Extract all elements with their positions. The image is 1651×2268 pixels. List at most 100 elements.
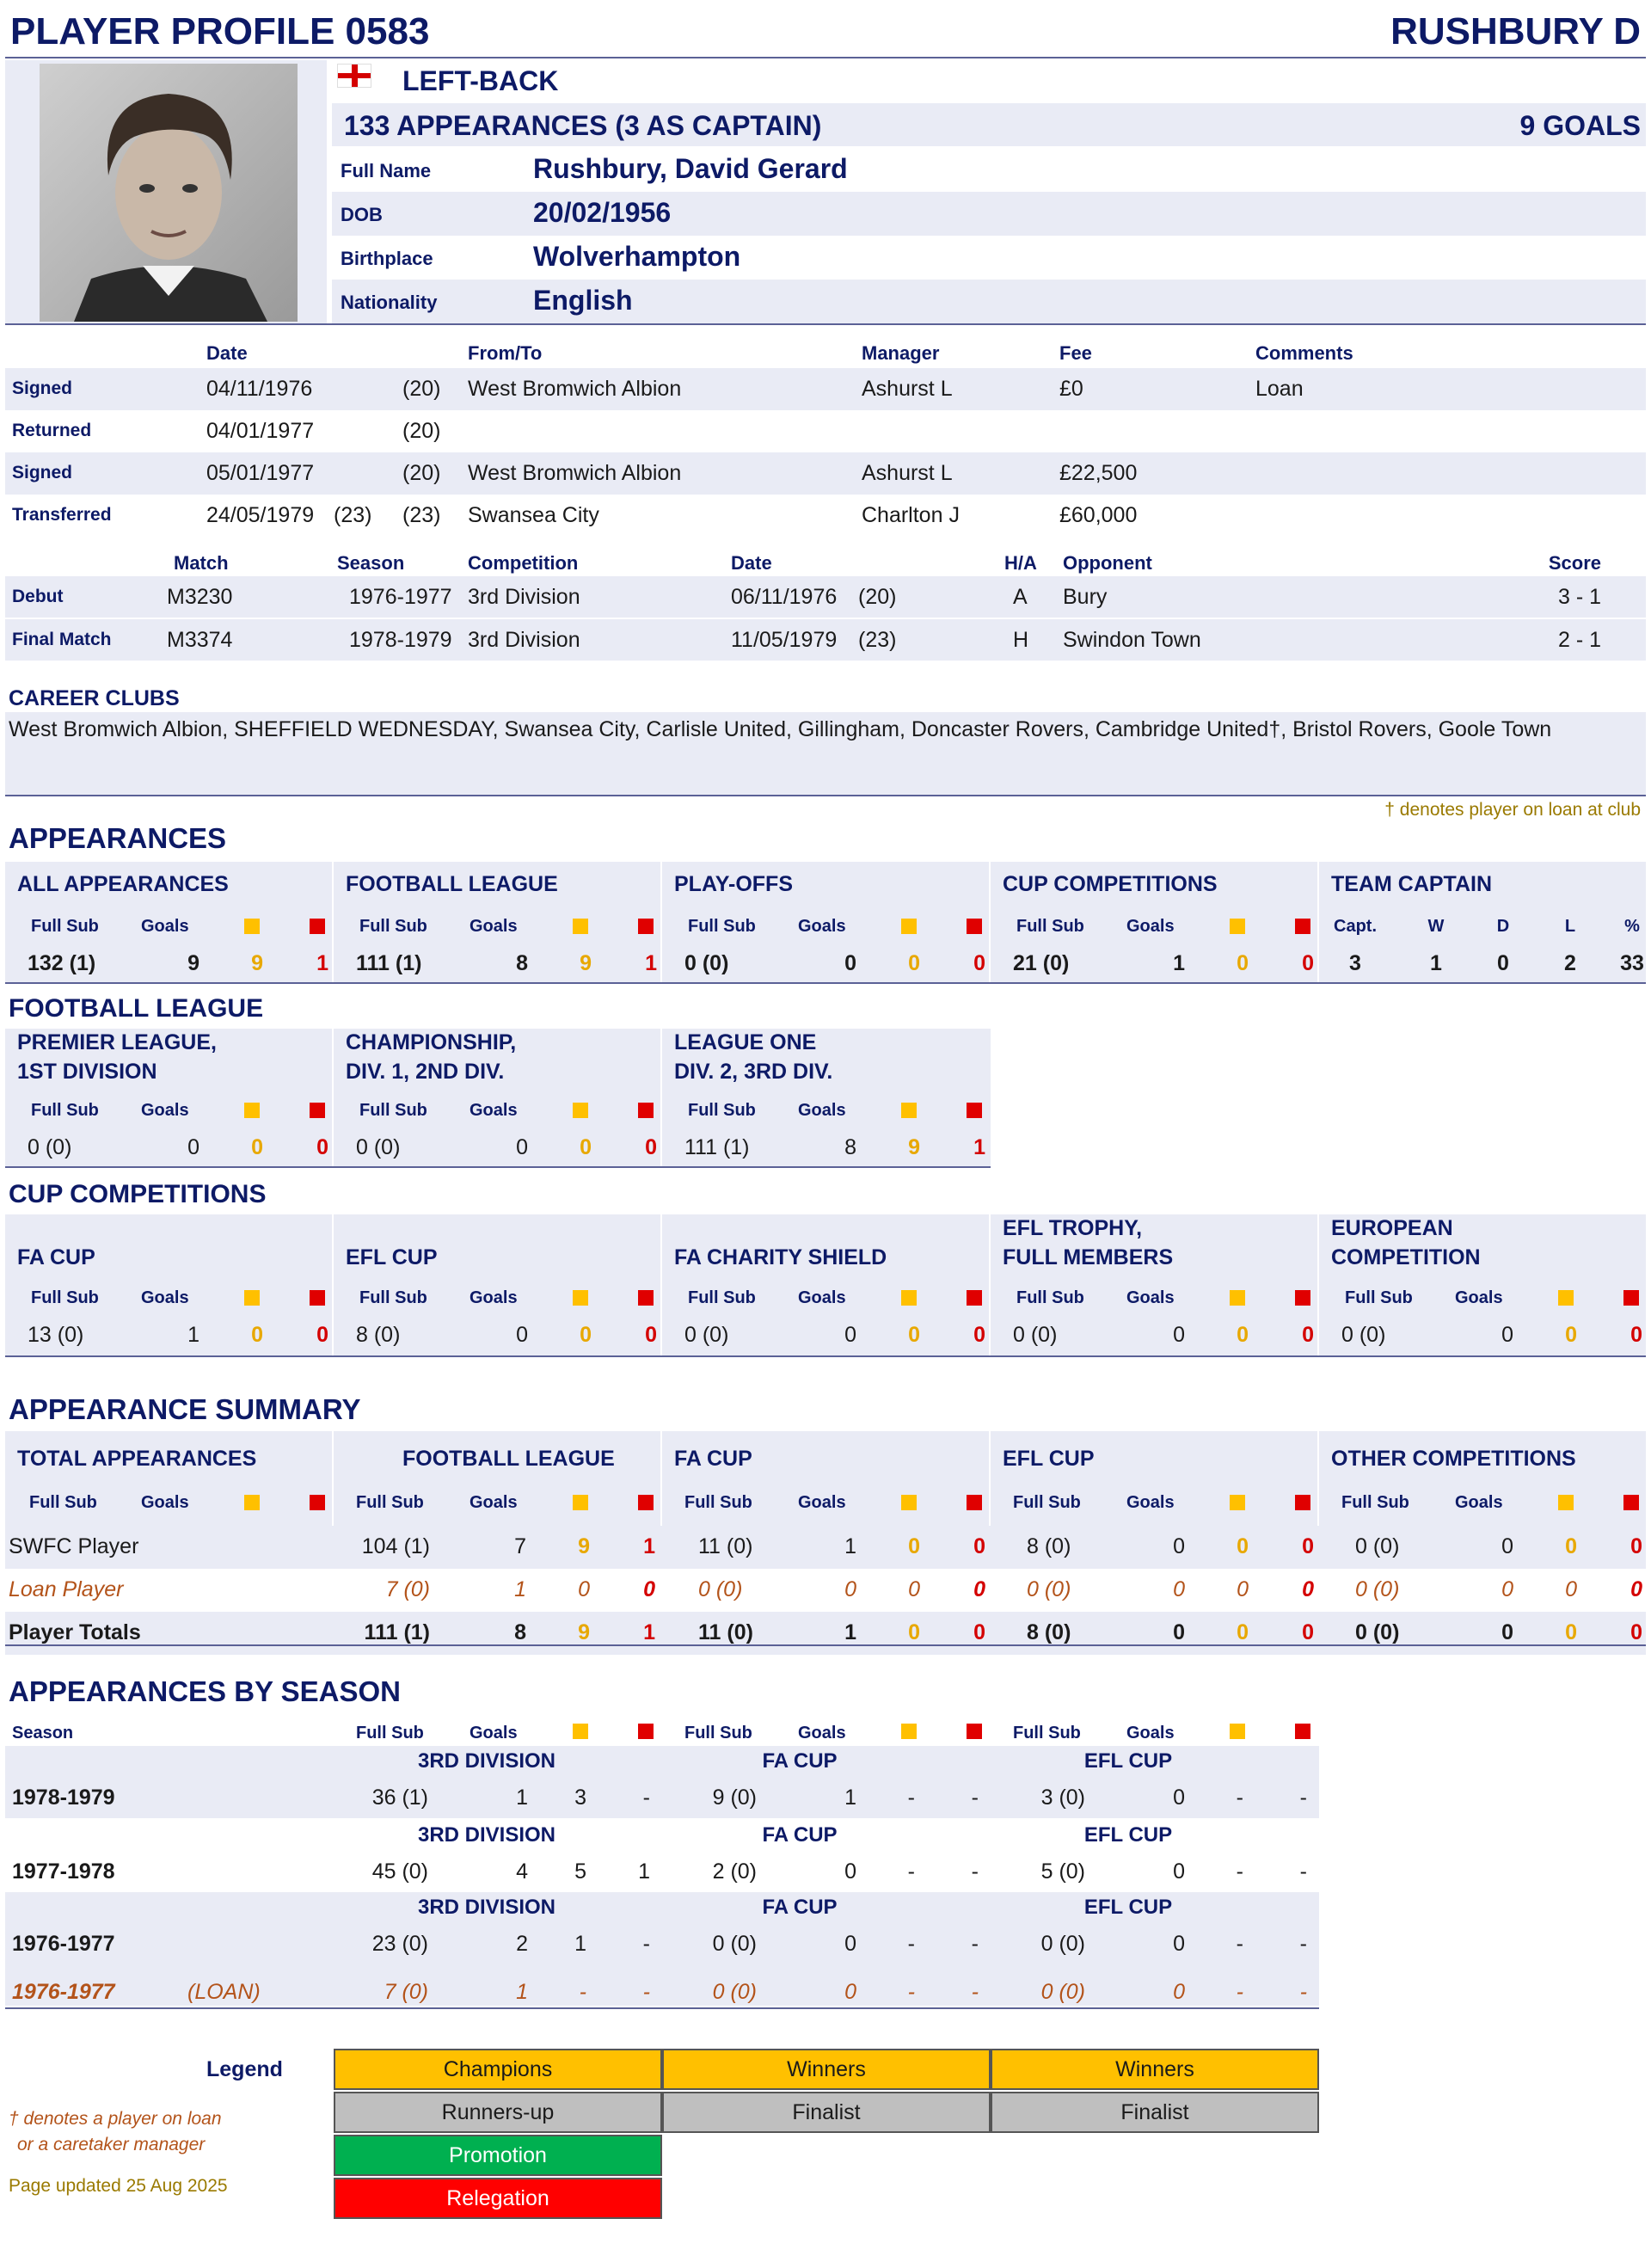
summary-red: 0	[643, 1577, 655, 1601]
divider-line	[5, 982, 1646, 984]
season-full-sub: 36 (1)	[371, 1786, 428, 1810]
summary-goals: 0	[844, 1577, 856, 1601]
yellow-card-icon	[1230, 1495, 1245, 1510]
transfer-date: 24/05/1979	[206, 503, 315, 527]
summary-full-sub: 0 (0)	[1355, 1620, 1400, 1644]
transfer-header: From/To	[468, 342, 543, 364]
col-header-goals: Goals	[470, 1724, 518, 1742]
red-card-icon	[310, 1103, 325, 1118]
season-loan-tag: (LOAN)	[187, 1980, 261, 2004]
career-clubs-list: West Bromwich Albion, SHEFFIELD WEDNESDA…	[9, 717, 1552, 741]
stat-yellow-cards: 9	[908, 1135, 920, 1159]
appearances-by-season-heading: APPEARANCES BY SEASON	[9, 1675, 401, 1707]
red-card-icon	[967, 1290, 982, 1306]
match-row-bg	[5, 619, 1646, 661]
season-goals: 1	[844, 1786, 856, 1810]
transfer-type: Transferred	[12, 505, 112, 525]
divider	[989, 1214, 991, 1355]
match-opponent: Swindon Town	[1063, 628, 1201, 652]
col-header-goals: Goals	[1455, 1493, 1503, 1512]
summary-group-title: EFL CUP	[1003, 1447, 1095, 1471]
transfer-date: 04/11/1976	[206, 377, 313, 401]
summary-red: 0	[1630, 1620, 1642, 1644]
summary-yellow: 0	[1565, 1534, 1577, 1558]
summary-yellow: 0	[1237, 1534, 1249, 1558]
captain-header: W	[1427, 917, 1445, 936]
match-date: 06/11/1976	[731, 585, 838, 609]
captain-value: 0	[1497, 951, 1509, 975]
season-red: -	[1299, 1932, 1307, 1956]
divider	[660, 1431, 662, 1526]
divider	[332, 862, 334, 984]
appearance-summary-heading: APPEARANCE SUMMARY	[9, 1393, 361, 1425]
divider	[1317, 862, 1319, 984]
legend-promotion: Promotion	[334, 2135, 662, 2176]
season-full-sub: 45 (0)	[371, 1859, 428, 1884]
summary-red: 0	[973, 1620, 985, 1644]
season-competition: FA CUP	[762, 1749, 838, 1773]
red-card-icon	[1623, 1290, 1639, 1306]
photo-frame	[5, 60, 327, 323]
col-header-full-sub: Full Sub	[1345, 1288, 1413, 1307]
col-header-goals: Goals	[470, 917, 518, 936]
transfer-header: Fee	[1059, 342, 1092, 364]
red-card-icon	[638, 1495, 654, 1510]
red-card-icon	[638, 1290, 654, 1306]
summary-goals: 0	[1173, 1620, 1185, 1644]
stat-red-cards: 0	[316, 1323, 328, 1347]
col-header-full-sub: Full Sub	[31, 1101, 99, 1120]
red-card-icon	[1295, 1290, 1310, 1306]
divider-line	[5, 2007, 1319, 2009]
career-clubs-title: CAREER CLUBS	[9, 686, 180, 710]
legend-note-1: † denotes a player on loan	[9, 2109, 222, 2129]
season-red: -	[971, 1859, 979, 1884]
season-label: 1978-1979	[12, 1786, 115, 1810]
col-header-goals: Goals	[470, 1101, 518, 1120]
summary-red: 0	[1302, 1534, 1314, 1558]
col-header-full-sub: Full Sub	[1013, 1724, 1081, 1742]
field-value: 20/02/1956	[533, 197, 672, 228]
transfer-manager: Ashurst L	[862, 461, 953, 485]
match-competition: 3rd Division	[468, 628, 580, 652]
stat-red-cards: 1	[316, 951, 328, 975]
col-header-full-sub: Full Sub	[688, 917, 756, 936]
stat-goals: 0	[516, 1323, 528, 1347]
col-header-goals: Goals	[1126, 1493, 1175, 1512]
season-competition: FA CUP	[762, 1896, 838, 1919]
stat-full-sub: 13 (0)	[28, 1323, 84, 1347]
summary-yellow: 0	[1237, 1577, 1249, 1601]
stat-red-cards: 0	[1302, 951, 1314, 975]
stat-goals: 8	[844, 1135, 856, 1159]
match-header: Season	[337, 552, 405, 574]
season-competition: EFL CUP	[1083, 1749, 1173, 1773]
divider	[660, 862, 662, 984]
legend-relegation: Relegation	[334, 2178, 662, 2219]
transfer-header: Comments	[1255, 342, 1353, 364]
summary-yellow: 0	[1565, 1620, 1577, 1644]
yellow-card-icon	[244, 1103, 260, 1118]
red-card-icon	[638, 1724, 654, 1739]
divider	[989, 1431, 991, 1526]
season-full-sub: 3 (0)	[1040, 1786, 1085, 1810]
league-group-title-1: PREMIER LEAGUE,	[17, 1030, 217, 1054]
divider	[332, 1214, 334, 1355]
appearance-group-title: CUP COMPETITIONS	[1003, 872, 1218, 896]
total-goals: 9 GOALS	[1519, 110, 1641, 141]
cup-group-title-1: EFL TROPHY,	[1003, 1216, 1143, 1240]
yellow-card-icon	[244, 919, 260, 934]
col-header-goals: Goals	[1126, 1724, 1175, 1742]
season-red: -	[971, 1980, 979, 2004]
summary-red: 0	[1302, 1577, 1314, 1601]
season-red: -	[971, 1786, 979, 1810]
yellow-card-icon	[244, 1290, 260, 1306]
transfer-header: Date	[206, 342, 248, 364]
season-goals: 4	[516, 1859, 528, 1884]
divider	[989, 862, 991, 984]
match-type: Debut	[12, 587, 64, 606]
season-goals: 0	[1173, 1859, 1185, 1884]
summary-row-label: Loan Player	[9, 1577, 124, 1601]
col-header-goals: Goals	[798, 1288, 846, 1307]
summary-red: 0	[1630, 1534, 1642, 1558]
captain-header: L	[1564, 917, 1576, 936]
season-full-sub: 5 (0)	[1040, 1859, 1085, 1884]
